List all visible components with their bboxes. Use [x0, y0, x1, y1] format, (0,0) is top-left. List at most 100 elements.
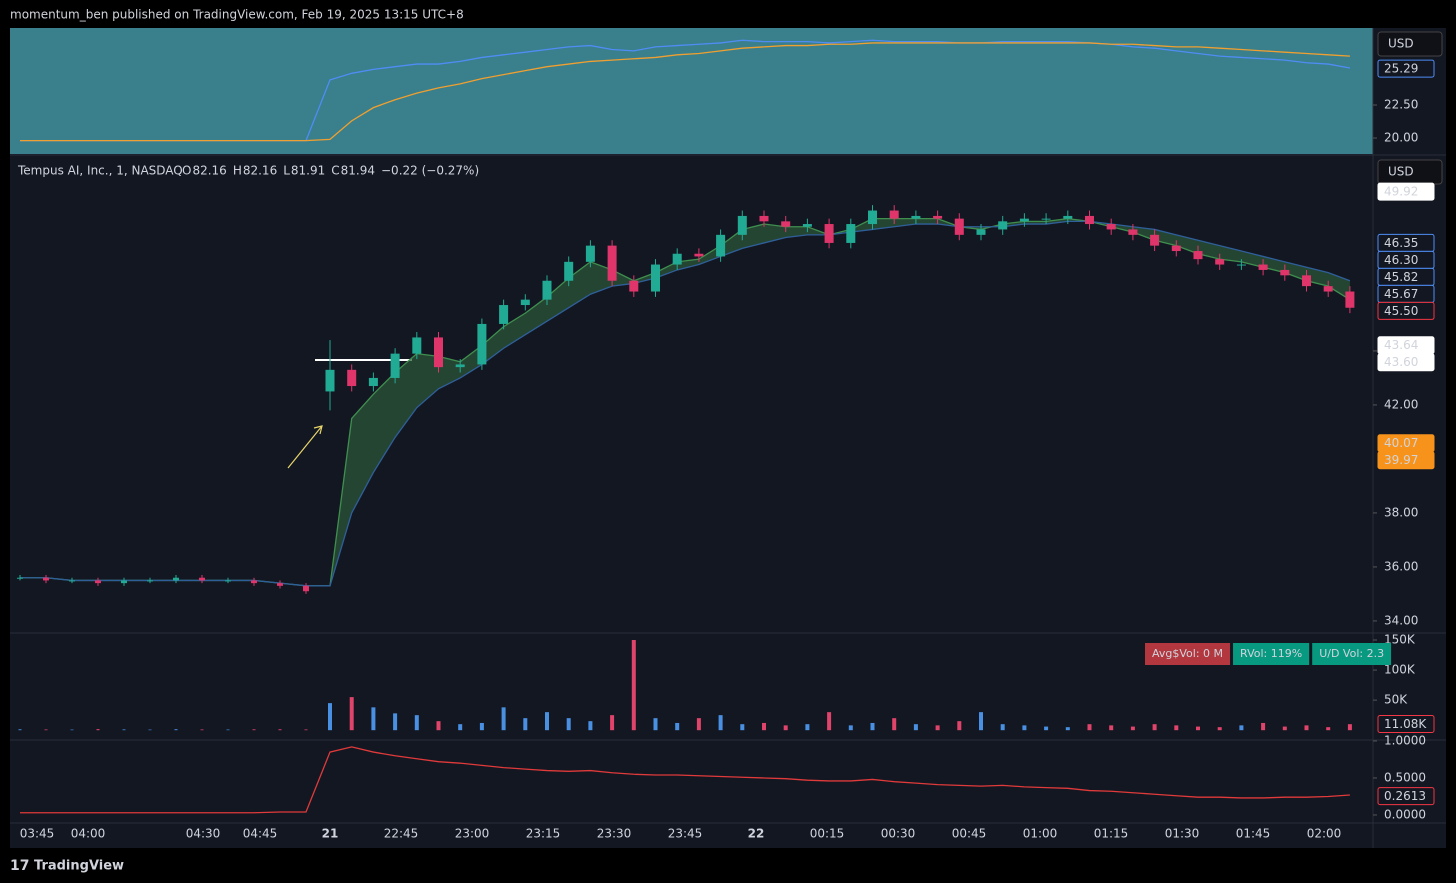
- candle-body: [303, 585, 309, 592]
- series-line: [20, 220, 1351, 587]
- legend-change: −0.22 (−0.27%): [381, 164, 479, 178]
- volume-bar: [1326, 727, 1331, 731]
- volume-bar: [588, 721, 593, 731]
- candle-body: [846, 224, 856, 243]
- candle-body: [1215, 259, 1225, 265]
- price-label: 45.67: [1384, 287, 1418, 301]
- candle-body: [199, 577, 205, 581]
- price-label-box: [1377, 353, 1435, 372]
- price-label: 45.50: [1384, 304, 1418, 318]
- candle-body: [477, 323, 487, 365]
- x-tick-label: 01:30: [1165, 827, 1200, 841]
- volume-bar: [44, 729, 48, 731]
- x-tick-label: 04:00: [71, 827, 106, 841]
- candle-body: [1345, 291, 1355, 308]
- y-tick-label: 100K: [1384, 663, 1416, 677]
- price-label: 46.35: [1384, 236, 1418, 250]
- footer-brand: TradingView: [34, 859, 124, 874]
- badge: [1233, 643, 1310, 665]
- volume-bar: [1347, 724, 1352, 731]
- volume-bar: [523, 718, 528, 731]
- price-label: 49.92: [1384, 185, 1418, 199]
- candle-body: [121, 580, 127, 584]
- price-label-box: [1377, 715, 1435, 734]
- volume-bar: [174, 729, 178, 731]
- candle-body: [147, 580, 153, 582]
- legend-value: 82.16: [192, 164, 226, 178]
- volume-bar: [1087, 724, 1092, 731]
- x-tick-label: 00:15: [810, 827, 845, 841]
- volume-bar: [892, 718, 897, 731]
- y-tick-label: 0.5000: [1384, 770, 1426, 784]
- candle-body: [277, 583, 283, 586]
- candle-body: [225, 580, 231, 582]
- badge-text: Avg$Vol: 0 M: [1152, 647, 1223, 660]
- x-tick-label: 04:45: [243, 827, 278, 841]
- volume-bar: [252, 729, 256, 731]
- volume-bar: [1282, 726, 1287, 731]
- candle-body: [520, 299, 530, 306]
- volume-bar: [18, 729, 22, 731]
- price-label: 45.82: [1384, 270, 1418, 284]
- y-tick-label: 0.0000: [1384, 807, 1426, 821]
- x-tick-label: 23:30: [597, 827, 632, 841]
- y-tick-label: 34.00: [1384, 613, 1418, 627]
- candle-body: [564, 261, 574, 281]
- volume-bar: [848, 725, 853, 731]
- plot-area: [17, 39, 1355, 814]
- legend-key: L: [283, 164, 290, 178]
- legend-key: O: [182, 164, 191, 178]
- y-tick-label: 150K: [1384, 633, 1416, 647]
- annotation-arrow: [287, 425, 323, 469]
- volume-bar: [545, 712, 549, 731]
- volume-bar: [393, 713, 398, 731]
- volume-bar: [1304, 725, 1309, 731]
- price-label-box: [1377, 787, 1435, 806]
- legend-key: C: [331, 164, 339, 178]
- candle-body: [889, 210, 899, 219]
- volume-bar: [566, 718, 571, 731]
- volume-bar: [122, 729, 126, 731]
- badge: [1312, 643, 1392, 665]
- volume-bar: [1239, 725, 1244, 731]
- volume-bar: [653, 718, 658, 731]
- price-label: 46.30: [1384, 253, 1418, 267]
- y-tick-label: 22.50: [1384, 98, 1418, 112]
- price-label: 43.64: [1384, 338, 1418, 352]
- x-tick-label: 01:15: [1094, 827, 1129, 841]
- x-tick-label: 01:00: [1023, 827, 1058, 841]
- y-tick-label: 50K: [1384, 693, 1408, 707]
- candle-body: [390, 353, 400, 378]
- volume-bar: [349, 697, 354, 731]
- y-tick-label: 38.00: [1384, 505, 1418, 519]
- candle-body: [976, 229, 986, 235]
- header: momentum_ben published on TradingView.co…: [10, 8, 464, 22]
- volume-bar: [148, 729, 152, 731]
- volume-bar: [870, 722, 875, 731]
- volume-bar: [70, 729, 74, 731]
- candle-body: [1150, 234, 1160, 246]
- x-tick-label: 22:45: [384, 827, 419, 841]
- legend-value: 81.91: [291, 164, 325, 178]
- annotation-arrow-head: [313, 425, 323, 435]
- price-label-box: [1377, 59, 1435, 78]
- volume-bar: [226, 729, 230, 731]
- chart-area: [10, 28, 1446, 848]
- candle-body: [325, 369, 335, 392]
- volume-bar: [501, 707, 506, 731]
- volume-bar: [328, 703, 332, 731]
- volume-bar: [1109, 725, 1114, 731]
- price-label-box: [1377, 451, 1435, 470]
- logo: 𝟭𝟳: [10, 858, 29, 874]
- candle-body: [17, 577, 23, 579]
- volume-bar: [718, 715, 723, 731]
- candle-body: [1106, 224, 1116, 230]
- candle-body: [1280, 269, 1290, 276]
- currency: USD: [1388, 37, 1414, 51]
- price-label: 11.08K: [1384, 717, 1427, 731]
- volume-bar: [304, 729, 308, 731]
- volume-bar: [935, 725, 940, 731]
- candle-body: [911, 215, 921, 219]
- candle-body: [802, 224, 812, 227]
- price-label: 39.97: [1384, 453, 1418, 467]
